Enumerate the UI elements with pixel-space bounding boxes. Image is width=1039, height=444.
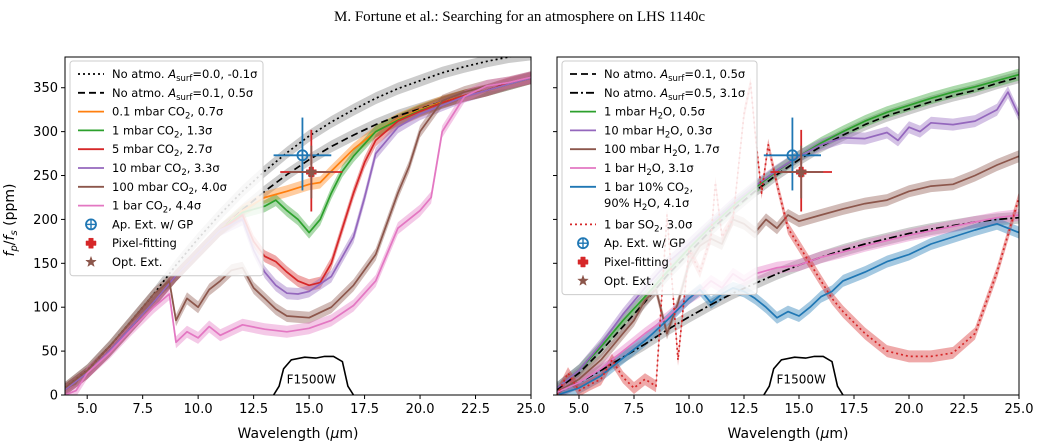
right-datapoint-2-marker: [795, 165, 808, 178]
right-legend: No atmo. Asurf=0.1, 0.5σ No atmo. Asurf=0…: [561, 60, 758, 296]
right-legend-label: Ap. Ext. w/ GP: [604, 236, 685, 250]
right-legend-label: No atmo. Asurf=0.5, 3.1σ: [604, 86, 745, 103]
left-x-tick-label: 5.0: [77, 402, 98, 417]
right-legend-label: 1 bar 10% CO2,: [604, 180, 693, 197]
right-legend-label-line2: 90% H2O, 4.1σ: [604, 196, 689, 213]
left-x-tick-label: 20.0: [406, 402, 435, 417]
right-series-1-line: [557, 216, 1019, 394]
right-series-5-uncertainty-band: [557, 209, 1019, 395]
left-y-tick-label: 200: [33, 213, 58, 228]
left-y-tick-label: 50: [41, 345, 58, 360]
right-series-6-line: [557, 222, 1019, 395]
left-axes-frame: [64, 56, 532, 396]
running-title: M. Fortune et al.: Searching for an atmo…: [333, 9, 706, 25]
right-legend-label: 1 bar H2O, 3.1σ: [604, 161, 694, 178]
left-series-0-line: [65, 57, 517, 389]
left-series-6-line: [65, 76, 531, 389]
left-chart-panel: F1500W 5.0 7.5 10.0 12.5 15.0 17.5 20.0 22.5 25.0…: [33, 56, 546, 442]
left-legend-label: Opt. Ext.: [112, 255, 162, 269]
left-y-tick-label: 250: [33, 169, 58, 184]
right-legend-box: [561, 60, 758, 296]
left-x-tick-label: 10.0: [184, 402, 213, 417]
left-x-tick-label: 15.0: [295, 402, 324, 417]
left-y-tick-label: 100: [33, 301, 58, 316]
left-y-tick-label: 350: [33, 81, 58, 96]
left-y-tick-label: 300: [33, 125, 58, 140]
left-x-tick-label: 22.5: [461, 402, 490, 417]
right-legend-marker: [577, 256, 589, 268]
left-legend-label: No atmo. Asurf=0.1, 0.5σ: [112, 86, 253, 103]
left-filter-throughput-curve: [272, 355, 355, 395]
right-filter-throughput-curve: [763, 355, 844, 395]
right-x-tick-label: 17.5: [840, 402, 869, 417]
left-legend-marker: [85, 237, 97, 249]
left-filter-label: F1500W: [287, 373, 336, 387]
left-y-tick-label: 0: [50, 389, 58, 404]
right-chart-panel: F1500W 5.0 7.5 10.0 12.5 15.0 17.5 20.0 22.5 25.0…: [553, 56, 1034, 442]
left-legend-label: 5 mbar CO2, 2.7σ: [112, 142, 212, 159]
right-x-tick-label: 12.5: [730, 402, 759, 417]
right-series-6-uncertainty-band: [557, 217, 1019, 395]
left-y-axis-label: fp/fs (ppm): [2, 184, 20, 257]
left-legend-label: No atmo. Asurf=0.0, -0.1σ: [112, 67, 257, 84]
left-x-tick-label: 17.5: [350, 402, 379, 417]
right-legend-label: No atmo. Asurf=0.1, 0.5σ: [604, 67, 745, 84]
left-series-7-line: [65, 76, 531, 395]
right-series-0-line: [557, 76, 1019, 391]
right-x-axis-label: Wavelength (μm): [728, 426, 849, 442]
right-series-4-uncertainty-band: [557, 150, 1019, 395]
left-plot-area: F1500W: [65, 57, 531, 395]
left-legend-box: [69, 60, 264, 277]
left-x-tick-label: 7.5: [132, 402, 153, 417]
right-plot-area: F1500W: [557, 68, 1019, 395]
left-legend-label: 1 mbar CO2, 1.3σ: [112, 123, 212, 140]
left-y-tick-label: 150: [33, 257, 58, 272]
right-datapoint-0: [763, 117, 821, 191]
left-legend-label: 10 mbar CO2, 3.3σ: [112, 161, 220, 178]
right-datapoint-2: [779, 145, 824, 199]
right-legend-marker: [577, 274, 589, 286]
left-datapoint-2-marker: [305, 165, 318, 178]
right-x-tick-label: 7.5: [624, 402, 645, 417]
left-legend: No atmo. Asurf=0.0, -0.1σ No atmo. Asurf=…: [69, 60, 264, 277]
right-legend-label: 1 mbar H2O, 0.5σ: [604, 105, 705, 122]
left-legend-label: 0.1 mbar CO2, 0.7σ: [112, 105, 223, 122]
right-legend-label: 100 mbar H2O, 1.7σ: [604, 142, 720, 159]
right-filter-label: F1500W: [777, 373, 826, 387]
left-x-tick-label: 25.0: [517, 402, 546, 417]
right-legend-label: Opt. Ext.: [604, 274, 654, 288]
right-series-3-uncertainty-band: [557, 86, 1019, 394]
left-legend-label: Ap. Ext. w/ GP: [112, 217, 193, 231]
left-legend-label: 100 mbar CO2, 4.0σ: [112, 180, 227, 197]
right-legend-label: 1 bar SO2, 3.0σ: [604, 217, 692, 234]
right-legend-label: 10 mbar H2O, 0.3σ: [604, 123, 712, 140]
right-x-tick-label: 22.5: [950, 402, 979, 417]
right-x-tick-label: 10.0: [675, 402, 704, 417]
right-x-tick-label: 20.0: [895, 402, 924, 417]
left-series-1-line: [65, 76, 531, 391]
right-legend-label: Pixel-fitting: [604, 255, 669, 269]
right-axes-frame: [556, 56, 1020, 396]
left-datapoint-2: [289, 145, 334, 199]
right-x-tick-label: 15.0: [785, 402, 814, 417]
left-legend-marker: [85, 255, 97, 267]
left-legend-label: Pixel-fitting: [112, 236, 177, 250]
left-x-axis-label: Wavelength (μm): [238, 426, 359, 442]
right-x-tick-label: 5.0: [569, 402, 590, 417]
right-x-tick-label: 25.0: [1005, 402, 1034, 417]
left-datapoint-0: [273, 117, 332, 191]
left-x-tick-label: 12.5: [239, 402, 268, 417]
left-legend-label: 1 bar CO2, 4.4σ: [112, 199, 201, 216]
